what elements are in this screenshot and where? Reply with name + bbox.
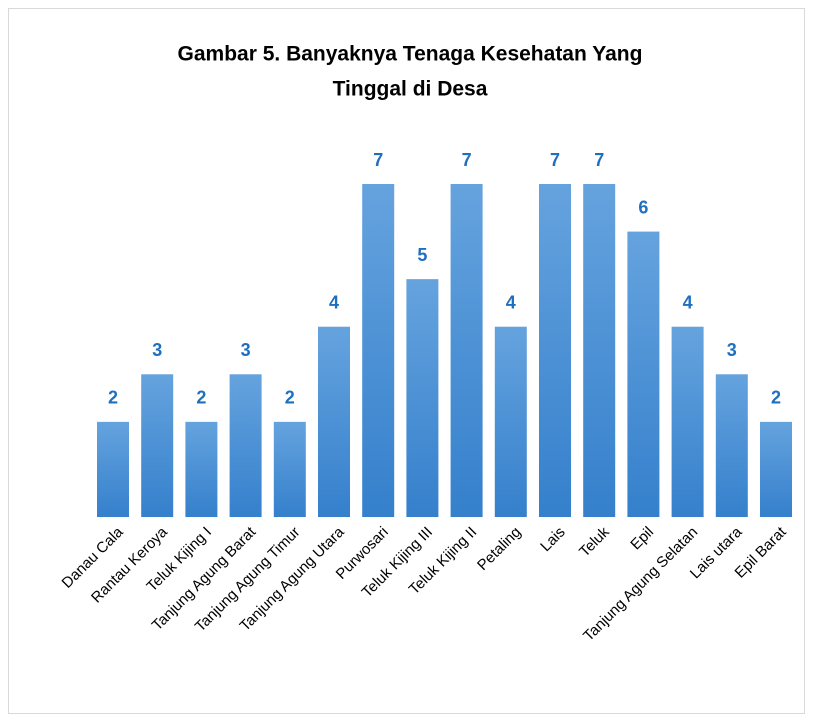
- data-label: 7: [462, 150, 472, 170]
- bar: [583, 184, 616, 517]
- bar: [760, 421, 792, 517]
- data-label: 7: [373, 150, 383, 170]
- data-label: 6: [638, 197, 648, 217]
- data-label: 2: [196, 388, 206, 408]
- data-label: 3: [152, 340, 162, 360]
- bar: [450, 184, 483, 517]
- bar: [362, 184, 395, 517]
- data-label: 3: [241, 340, 251, 360]
- data-label: 7: [550, 150, 560, 170]
- bar: [229, 374, 262, 517]
- chart-title: Tinggal di Desa: [333, 78, 488, 101]
- chart-title: Gambar 5. Banyaknya Tenaga Kesehatan Yan…: [178, 43, 643, 66]
- data-label: 4: [329, 292, 339, 312]
- bar: [715, 374, 748, 517]
- bar: [97, 421, 129, 517]
- bar: [494, 326, 527, 517]
- bar: [318, 326, 350, 517]
- bar: [141, 374, 174, 517]
- data-label: 2: [285, 388, 295, 408]
- data-label: 2: [771, 388, 781, 408]
- bar: [539, 184, 571, 517]
- data-label: 3: [727, 340, 737, 360]
- data-label: 4: [506, 292, 516, 312]
- data-label: 5: [417, 245, 427, 265]
- bar: [273, 421, 306, 517]
- bar: [627, 231, 660, 518]
- data-label: 7: [594, 150, 604, 170]
- data-label: 4: [683, 292, 693, 312]
- bar: [185, 421, 218, 517]
- data-label: 2: [108, 388, 118, 408]
- bar: [406, 279, 439, 517]
- bar: [671, 326, 704, 517]
